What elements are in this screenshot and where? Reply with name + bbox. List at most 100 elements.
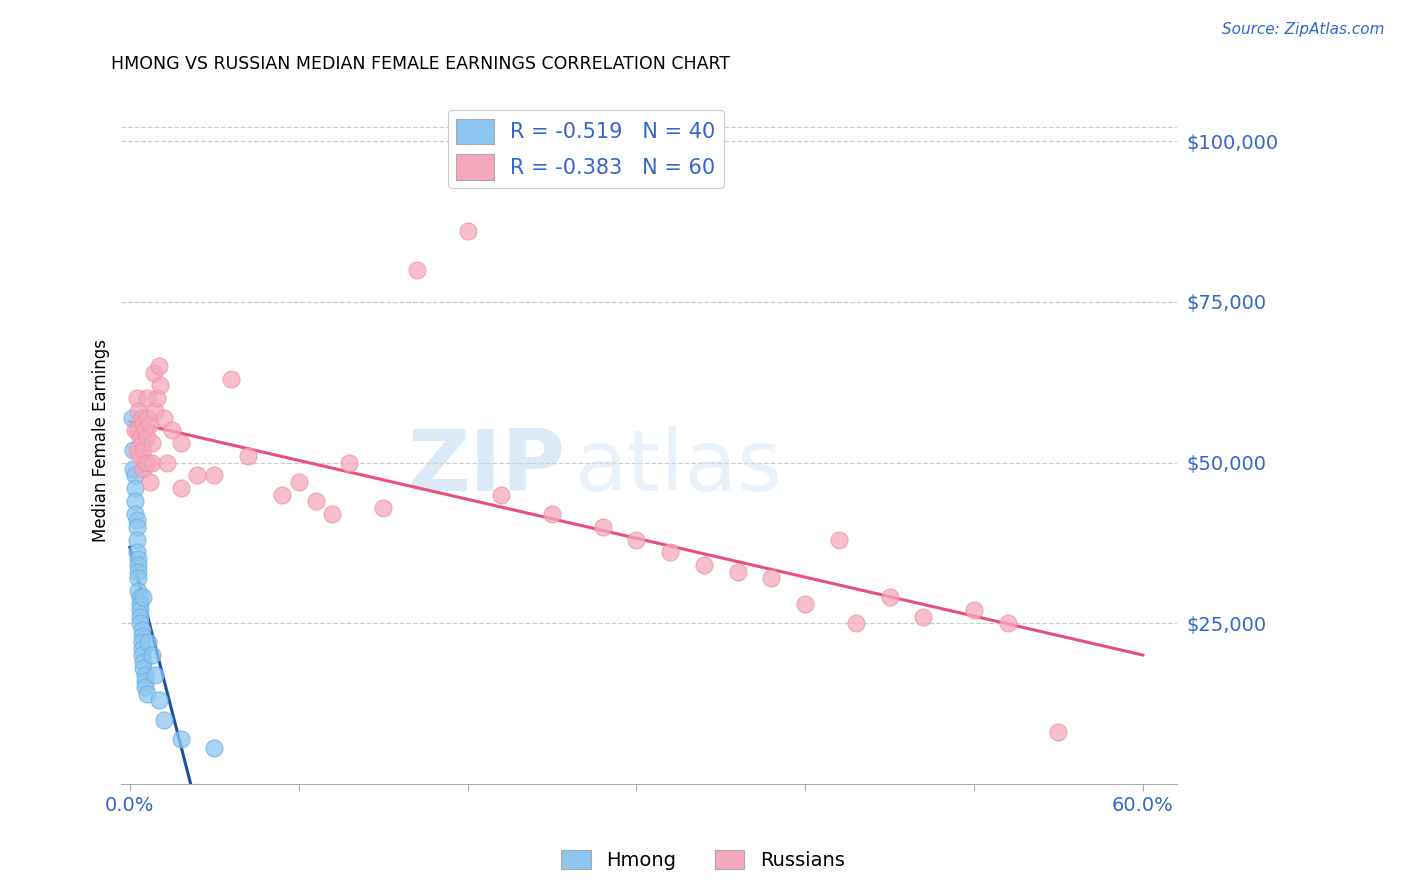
Point	[152, 410, 174, 425]
Point	[127, 558, 149, 573]
Point	[132, 417, 155, 431]
Point	[134, 424, 156, 438]
Point	[141, 648, 163, 663]
Point	[127, 404, 149, 418]
Point	[127, 584, 149, 599]
Text: Source: ZipAtlas.com: Source: ZipAtlas.com	[1222, 22, 1385, 37]
Point	[186, 468, 208, 483]
Point	[541, 507, 564, 521]
Point	[963, 603, 986, 617]
Point	[127, 552, 149, 566]
Point	[135, 392, 157, 406]
Point	[592, 520, 614, 534]
Legend: R = -0.519   N = 40, R = -0.383   N = 60: R = -0.519 N = 40, R = -0.383 N = 60	[447, 111, 724, 188]
Point	[125, 533, 148, 547]
Point	[138, 456, 160, 470]
Point	[124, 424, 146, 438]
Point	[131, 436, 153, 450]
Point	[156, 456, 179, 470]
Point	[828, 533, 851, 547]
Point	[152, 713, 174, 727]
Point	[141, 436, 163, 450]
Text: atlas: atlas	[575, 426, 783, 509]
Point	[146, 392, 169, 406]
Point	[127, 571, 149, 585]
Point	[132, 655, 155, 669]
Point	[373, 500, 395, 515]
Point	[135, 430, 157, 444]
Point	[219, 372, 242, 386]
Point	[129, 430, 152, 444]
Point	[169, 731, 191, 746]
Point	[139, 417, 162, 431]
Point	[321, 507, 343, 521]
Point	[124, 468, 146, 483]
Point	[127, 424, 149, 438]
Point	[122, 462, 145, 476]
Point	[134, 681, 156, 695]
Point	[131, 410, 153, 425]
Point	[132, 591, 155, 605]
Point	[761, 571, 783, 585]
Point	[912, 609, 935, 624]
Point	[626, 533, 648, 547]
Point	[879, 591, 901, 605]
Point	[727, 565, 749, 579]
Point	[148, 693, 170, 707]
Point	[131, 635, 153, 649]
Point	[125, 442, 148, 457]
Point	[304, 494, 326, 508]
Point	[131, 629, 153, 643]
Point	[160, 424, 183, 438]
Point	[202, 741, 225, 756]
Point	[125, 545, 148, 559]
Text: HMONG VS RUSSIAN MEDIAN FEMALE EARNINGS CORRELATION CHART: HMONG VS RUSSIAN MEDIAN FEMALE EARNINGS …	[111, 55, 730, 73]
Point	[149, 378, 172, 392]
Point	[141, 456, 163, 470]
Point	[138, 410, 160, 425]
Point	[1047, 725, 1070, 739]
Y-axis label: Median Female Earnings: Median Female Earnings	[93, 339, 110, 541]
Legend: Hmong, Russians: Hmong, Russians	[554, 842, 852, 878]
Point	[132, 462, 155, 476]
Point	[845, 616, 868, 631]
Point	[129, 591, 152, 605]
Point	[132, 442, 155, 457]
Point	[270, 488, 292, 502]
Point	[997, 616, 1019, 631]
Point	[134, 673, 156, 688]
Point	[491, 488, 513, 502]
Point	[129, 609, 152, 624]
Point	[135, 687, 157, 701]
Point	[134, 667, 156, 681]
Point	[132, 661, 155, 675]
Point	[129, 449, 152, 463]
Point	[129, 616, 152, 631]
Point	[131, 623, 153, 637]
Point	[148, 359, 170, 374]
Point	[287, 475, 309, 489]
Point	[236, 449, 259, 463]
Point	[124, 481, 146, 495]
Point	[142, 366, 165, 380]
Point	[659, 545, 682, 559]
Point	[139, 475, 162, 489]
Point	[129, 603, 152, 617]
Point	[134, 456, 156, 470]
Point	[794, 597, 817, 611]
Point	[127, 565, 149, 579]
Point	[143, 404, 166, 418]
Point	[131, 648, 153, 663]
Point	[122, 442, 145, 457]
Point	[202, 468, 225, 483]
Point	[693, 558, 716, 573]
Point	[457, 224, 479, 238]
Point	[125, 513, 148, 527]
Point	[406, 262, 429, 277]
Point	[169, 481, 191, 495]
Point	[131, 641, 153, 656]
Point	[129, 597, 152, 611]
Point	[138, 635, 160, 649]
Point	[125, 520, 148, 534]
Text: ZIP: ZIP	[406, 426, 565, 509]
